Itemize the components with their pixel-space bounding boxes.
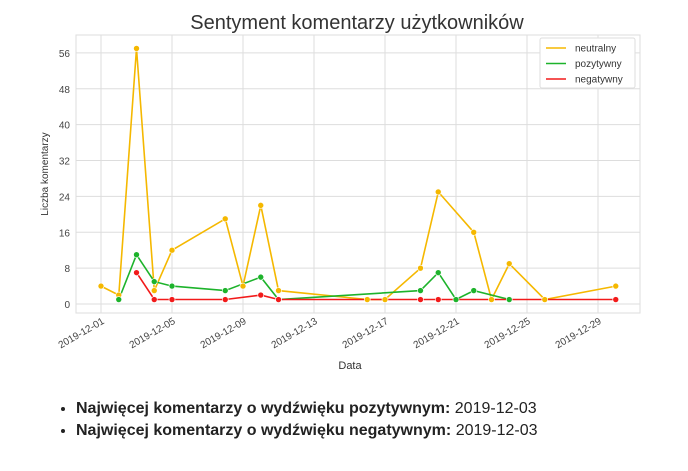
data-point-neutralny	[133, 45, 140, 52]
data-point-neutralny	[612, 282, 620, 290]
data-point-neutralny	[221, 215, 229, 223]
x-tick-label: 2019-12-29	[554, 316, 604, 351]
data-point-pozytywny	[505, 296, 513, 303]
data-point-neutralny	[363, 296, 371, 303]
x-tick-label: 2019-12-17	[341, 316, 391, 351]
summary-item-positive: Najwięcej komentarzy o wydźwięku pozytyw…	[76, 398, 538, 420]
data-point-neutralny	[541, 296, 549, 303]
data-point-neutralny	[239, 282, 247, 290]
data-point-pozytywny	[470, 287, 478, 294]
data-point-pozytywny	[115, 296, 123, 303]
legend-label: negatywny	[575, 75, 623, 86]
y-tick-label: 16	[59, 228, 71, 239]
data-point-neutralny	[505, 260, 513, 267]
data-point-negatywny	[612, 296, 620, 303]
data-point-pozytywny	[150, 278, 158, 285]
x-tick-label: 2019-12-01	[57, 316, 107, 351]
series-line-neutralny	[100, 48, 616, 302]
legend-label: neutralny	[575, 44, 616, 55]
data-point-negatywny	[434, 296, 442, 303]
data-point-pozytywny	[257, 273, 265, 281]
data-point-negatywny	[257, 291, 265, 299]
data-point-neutralny	[470, 228, 478, 236]
data-point-neutralny	[275, 287, 282, 294]
series-line-pozytywny	[118, 252, 510, 301]
y-axis-label: Liczba komentarzy	[40, 132, 51, 215]
data-point-negatywny	[221, 296, 229, 303]
sentiment-chart: Sentyment komentarzy użytkowników 0 8 16 24…	[40, 12, 641, 372]
legend-label: pozytywny	[575, 59, 622, 70]
data-point-pozytywny	[452, 296, 460, 303]
data-point-negatywny	[417, 296, 424, 303]
data-point-negatywny	[168, 296, 176, 303]
y-tick-label: 32	[59, 157, 71, 168]
summary-list: Najwięcej komentarzy o wydźwięku pozytyw…	[58, 398, 538, 442]
data-point-negatywny	[275, 296, 282, 303]
y-tick-label: 56	[59, 49, 71, 60]
summary-label: Najwięcej komentarzy o wydźwięku negatyw…	[76, 422, 452, 439]
data-point-neutralny	[257, 202, 265, 209]
data-point-neutralny	[150, 287, 158, 294]
data-point-pozytywny	[168, 282, 176, 290]
data-point-pozytywny	[221, 287, 229, 294]
summary-value: 2019-12-03	[455, 422, 538, 439]
data-point-neutralny	[434, 188, 442, 196]
legend: neutralny pozytywny negatywny	[539, 37, 636, 89]
data-point-negatywny	[133, 269, 140, 276]
chart-title: Sentyment komentarzy użytkowników	[190, 12, 524, 34]
x-tick-label: 2019-12-09	[199, 316, 249, 351]
y-tick-label: 0	[64, 300, 70, 311]
data-point-pozytywny	[133, 251, 140, 259]
x-tick-label: 2019-12-21	[412, 316, 462, 351]
x-axis-label: Data	[338, 360, 362, 372]
y-tick-label: 8	[64, 264, 70, 275]
data-point-negatywny	[150, 296, 158, 303]
summary-value: 2019-12-03	[454, 400, 537, 417]
data-point-pozytywny	[417, 287, 424, 294]
x-tick-label: 2019-12-05	[128, 316, 178, 351]
x-tick-label: 2019-12-13	[270, 316, 320, 351]
y-tick-label: 40	[59, 121, 71, 132]
data-point-neutralny	[417, 264, 424, 272]
data-point-neutralny	[168, 246, 176, 254]
data-point-neutralny	[488, 296, 495, 303]
summary-label: Najwięcej komentarzy o wydźwięku pozytyw…	[76, 400, 451, 417]
data-point-neutralny	[97, 282, 105, 290]
data-point-neutralny	[381, 296, 389, 303]
y-tick-label: 24	[59, 192, 71, 203]
data-point-pozytywny	[434, 269, 442, 276]
summary-item-negative: Najwięcej komentarzy o wydźwięku negatyw…	[76, 420, 538, 442]
y-tick-label: 48	[59, 85, 71, 96]
x-tick-label: 2019-12-25	[483, 316, 533, 351]
